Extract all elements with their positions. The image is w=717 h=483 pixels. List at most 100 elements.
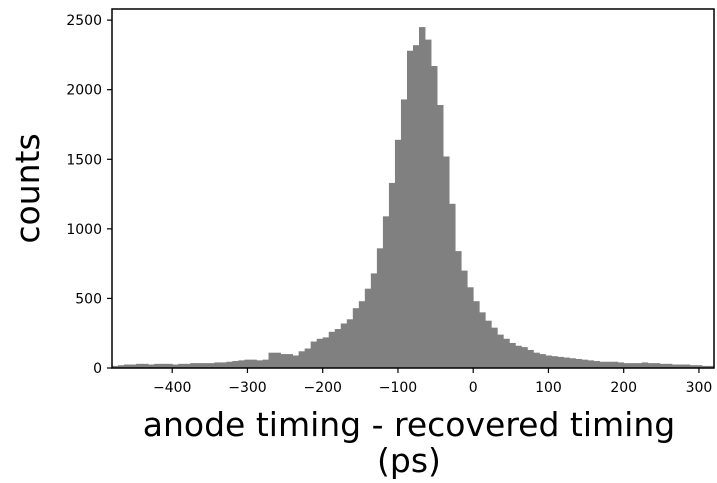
histogram-bar — [154, 363, 161, 368]
plot-frame — [111, 8, 715, 369]
x-axis-ticks: −400 −300 −200 −100 0 100 200 300 — [153, 368, 712, 396]
histogram-bar — [413, 45, 420, 369]
histogram-bar — [617, 362, 625, 368]
histogram-bar — [136, 363, 143, 368]
histogram-bar — [256, 360, 263, 368]
x-axis-label-line1: anode timing - recovered timing — [143, 405, 675, 444]
histogram-bar — [148, 364, 155, 368]
y-tick-label: 500 — [75, 291, 102, 307]
histogram-bar — [653, 363, 661, 368]
histogram-bar — [563, 357, 570, 368]
histogram-bar — [316, 338, 324, 368]
histogram-bar — [431, 66, 438, 369]
histogram-bar — [208, 363, 215, 368]
histogram-bar — [130, 364, 137, 368]
histogram-bar — [659, 363, 667, 368]
histogram-bar — [376, 248, 384, 368]
histogram-bar — [611, 361, 619, 368]
histogram-bar — [491, 327, 498, 368]
x-tick-label: 100 — [535, 380, 562, 396]
histogram-bar — [388, 182, 396, 368]
histogram-bar — [172, 364, 179, 368]
histogram-bar — [545, 355, 552, 368]
y-tick-label: 2500 — [66, 13, 102, 29]
histogram-bar — [250, 359, 257, 368]
histogram-bar — [695, 365, 703, 368]
histogram-bar — [449, 203, 456, 368]
histogram-bar — [515, 345, 522, 368]
histogram-bar — [581, 359, 588, 368]
histogram-bar — [575, 358, 582, 368]
histogram-bar — [322, 337, 330, 368]
histogram-bar — [419, 27, 426, 369]
histogram-bars — [112, 27, 715, 369]
histogram-bar — [244, 359, 251, 368]
histogram-bar — [557, 356, 564, 368]
histogram-bar — [707, 365, 715, 368]
histogram-bar — [551, 356, 558, 368]
histogram-bar — [178, 363, 185, 368]
x-tick-label: 0 — [469, 380, 478, 396]
histogram-bar — [467, 287, 474, 368]
histogram-bar — [226, 361, 233, 368]
histogram-bar — [629, 363, 637, 368]
histogram-bar — [437, 105, 444, 368]
x-tick-label: −100 — [379, 380, 417, 396]
histogram-bar — [310, 341, 318, 368]
histogram-bar — [190, 363, 197, 368]
histogram-bar — [394, 139, 402, 368]
histogram-bar — [599, 361, 607, 368]
histogram-bar — [406, 50, 414, 369]
histogram-bar — [527, 349, 534, 368]
histogram-bar — [647, 363, 655, 368]
histogram-bar — [683, 364, 691, 368]
histogram-bar — [364, 288, 372, 368]
histogram-bar — [425, 39, 432, 369]
histogram-bar — [328, 331, 336, 368]
histogram-bar — [443, 156, 450, 368]
x-tick-label: 300 — [686, 380, 713, 396]
histogram-bar — [635, 363, 643, 368]
histogram-bar — [701, 365, 709, 368]
histogram-bar — [503, 338, 510, 368]
histogram-bar — [214, 362, 221, 368]
x-axis-label-line2: (ps) — [377, 441, 441, 480]
histogram-bar — [166, 363, 173, 368]
histogram-bar — [382, 216, 390, 368]
histogram-bar — [587, 360, 594, 368]
histogram-bar — [641, 362, 649, 368]
histogram-bar — [623, 363, 631, 368]
y-axis-label: counts — [8, 133, 47, 243]
histogram-bar — [298, 351, 306, 368]
histogram-bar — [160, 363, 167, 368]
x-tick-label: −400 — [153, 380, 191, 396]
y-tick-label: 0 — [93, 361, 102, 377]
histogram-bar — [196, 363, 203, 368]
histogram-bar — [689, 365, 697, 368]
histogram-bar — [671, 364, 679, 368]
histogram-bar — [509, 342, 516, 368]
histogram-bar — [334, 329, 342, 368]
y-tick-label: 2000 — [66, 83, 102, 99]
histogram-bar — [286, 354, 293, 368]
x-tick-label: 200 — [610, 380, 637, 396]
histogram-bar — [220, 362, 227, 368]
histogram-bar — [352, 308, 360, 368]
histogram-bar — [358, 301, 366, 368]
histogram-bar — [533, 352, 540, 368]
y-tick-label: 1500 — [66, 152, 102, 168]
histogram-bar — [340, 323, 348, 368]
histogram-bar — [292, 355, 300, 368]
histogram-bar — [268, 352, 275, 368]
histogram-bar — [461, 270, 468, 368]
histogram-bar — [521, 347, 528, 368]
histogram-bar — [274, 352, 281, 368]
histogram-bar — [124, 364, 131, 368]
histogram-bar — [593, 361, 601, 368]
histogram-bar — [142, 363, 149, 368]
histogram-bar — [238, 360, 245, 368]
x-tick-label: −200 — [303, 380, 341, 396]
histogram-bar — [485, 320, 492, 368]
histogram-bar — [455, 251, 462, 368]
